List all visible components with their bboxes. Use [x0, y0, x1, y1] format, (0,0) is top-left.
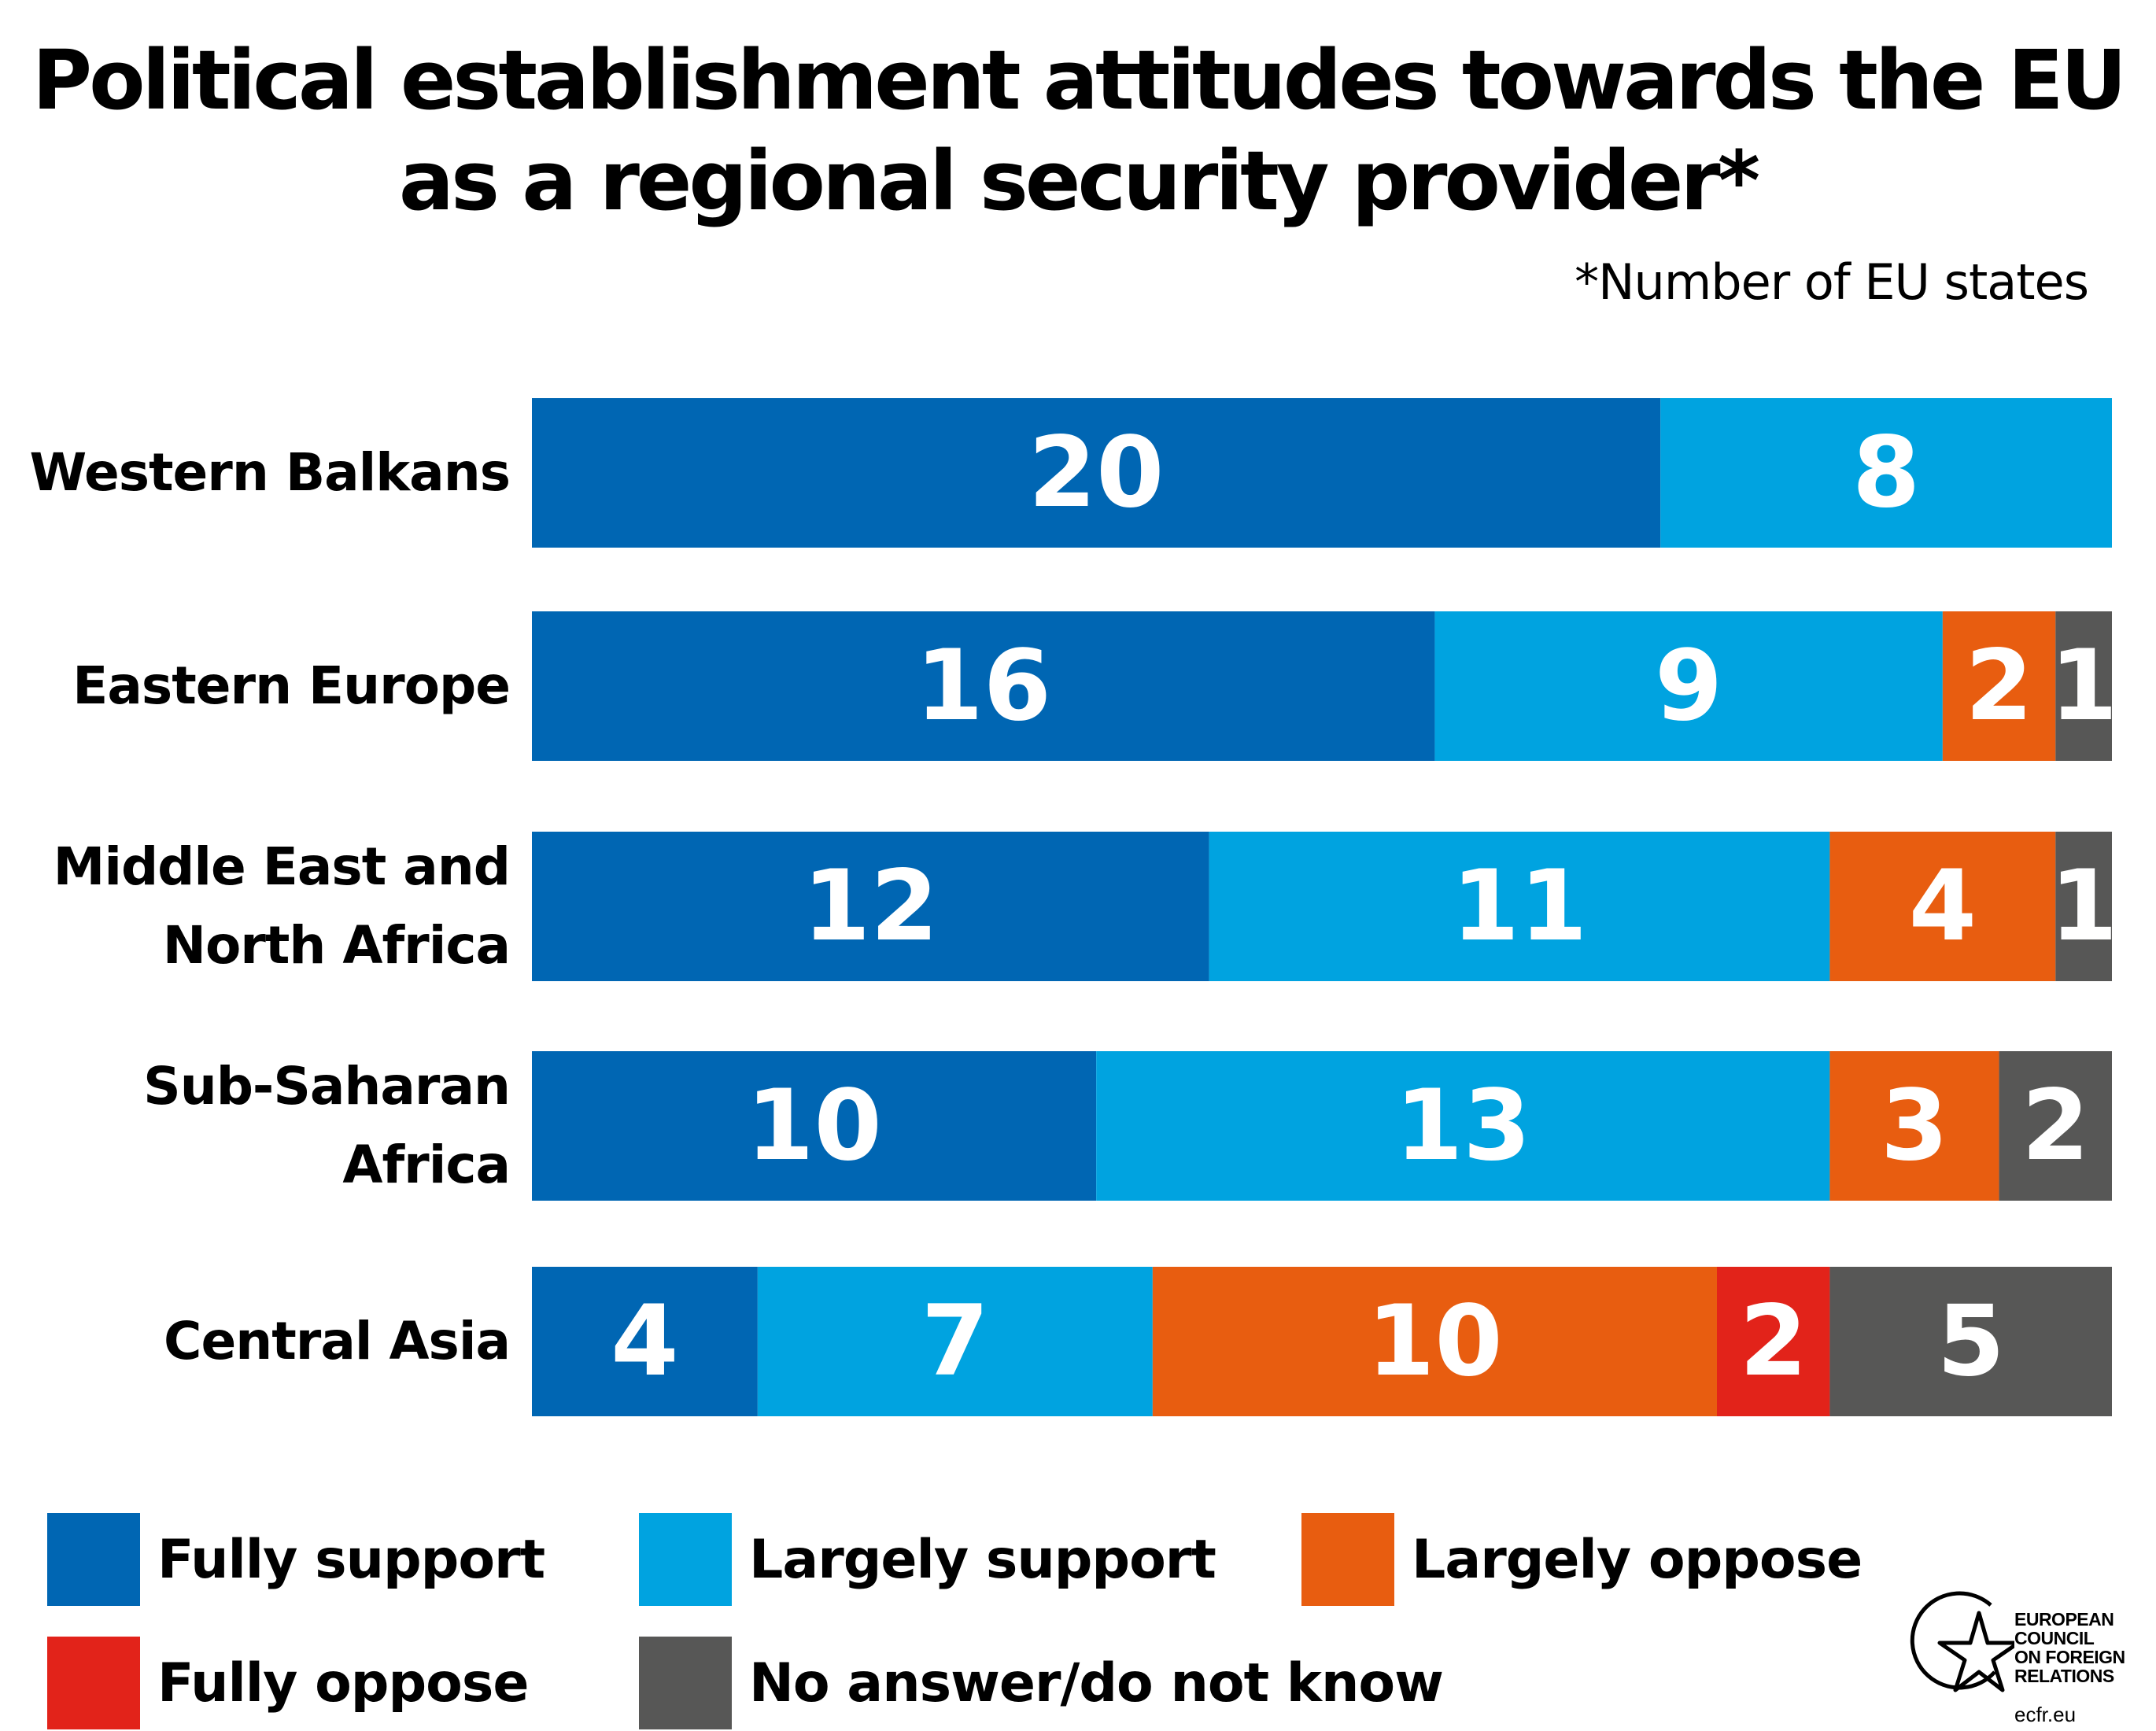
data-label: 1 — [2050, 629, 2117, 743]
category-label: North Africa — [162, 915, 511, 976]
bar-segment — [532, 1267, 758, 1416]
data-label: 16 — [915, 629, 1051, 743]
bar-segment — [1660, 398, 2112, 548]
logo-text-4: RELATIONS — [2014, 1666, 2114, 1686]
data-label: 4 — [611, 1285, 678, 1398]
data-label: 10 — [1367, 1285, 1503, 1398]
bar-segment — [2055, 611, 2112, 761]
logo-text-2: COUNCIL — [2014, 1628, 2095, 1648]
category-label: Africa — [342, 1135, 511, 1195]
bar-segment — [1096, 1051, 1830, 1201]
data-label: 4 — [1909, 850, 1977, 963]
bar-segment — [1152, 1267, 1717, 1416]
category-label: Central Asia — [164, 1311, 511, 1371]
legend-swatch — [47, 1513, 140, 1606]
legend-label: Largely support — [749, 1529, 1216, 1591]
data-label: 1 — [2050, 850, 2117, 963]
ecfr-logo: EUROPEAN COUNCIL ON FOREIGN RELATIONS ec… — [1904, 1574, 2140, 1726]
category-label: Western Balkans — [29, 442, 511, 503]
legend-swatch — [639, 1637, 732, 1729]
legend-label: Largely oppose — [1412, 1529, 1863, 1591]
bar-segment — [1434, 611, 1943, 761]
logo-text-3: ON FOREIGN — [2014, 1647, 2125, 1667]
chart-title-line-2: as a regional security provider* — [398, 133, 1760, 229]
chart-title-line-1: Political establishment attitudes toward… — [31, 32, 2127, 128]
data-label: 11 — [1452, 850, 1588, 963]
bar-segment — [1829, 832, 2056, 981]
legend-swatch — [1301, 1513, 1394, 1606]
logo-text-1: EUROPEAN — [2014, 1609, 2114, 1630]
data-label: 13 — [1395, 1069, 1531, 1183]
data-label: 12 — [803, 850, 939, 963]
bar-segment — [757, 1267, 1153, 1416]
bar-segment — [2055, 832, 2112, 981]
category-label: Sub-Saharan — [143, 1056, 511, 1116]
bar-segment — [1829, 1267, 2112, 1416]
logo-star-icon — [1910, 1591, 2014, 1692]
data-label: 2 — [1740, 1285, 1807, 1398]
data-label: 10 — [746, 1069, 882, 1183]
bar-segment — [532, 611, 1435, 761]
chart-subtitle: *Number of EU states — [1575, 253, 2089, 311]
bar-segment — [1829, 1051, 1999, 1201]
legend-swatch — [47, 1637, 140, 1729]
legend-label: Fully support — [157, 1529, 545, 1591]
data-label: 20 — [1028, 416, 1165, 530]
legend-label: Fully oppose — [157, 1652, 529, 1714]
logo-url: ecfr.eu — [2014, 1703, 2077, 1726]
data-label: 8 — [1852, 416, 1920, 530]
bar-segment — [1999, 1051, 2112, 1201]
category-label: Middle East and — [53, 836, 511, 897]
bar-segment — [532, 832, 1209, 981]
legend-swatch — [639, 1513, 732, 1606]
data-label: 2 — [2021, 1069, 2089, 1183]
bar-segment — [1942, 611, 2056, 761]
data-label: 2 — [1965, 629, 2032, 743]
bar-segment — [532, 398, 1661, 548]
bar-segment — [1209, 832, 1830, 981]
data-label: 7 — [921, 1285, 989, 1398]
legend-label: No answer/do not know — [749, 1652, 1444, 1714]
bar-segment — [1717, 1267, 1830, 1416]
category-label: Eastern Europe — [72, 655, 511, 716]
bar-segment — [532, 1051, 1097, 1201]
data-label: 3 — [1881, 1069, 1948, 1183]
data-label: 9 — [1655, 629, 1722, 743]
data-label: 5 — [1937, 1285, 2005, 1398]
